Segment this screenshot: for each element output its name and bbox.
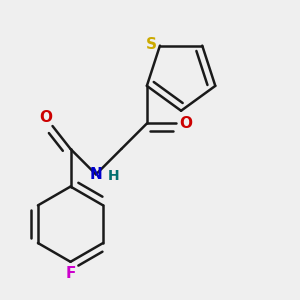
Text: F: F xyxy=(65,266,76,281)
Text: O: O xyxy=(179,116,192,131)
Text: O: O xyxy=(40,110,52,125)
Text: N: N xyxy=(90,167,102,182)
Text: H: H xyxy=(108,169,120,183)
Text: S: S xyxy=(146,37,157,52)
